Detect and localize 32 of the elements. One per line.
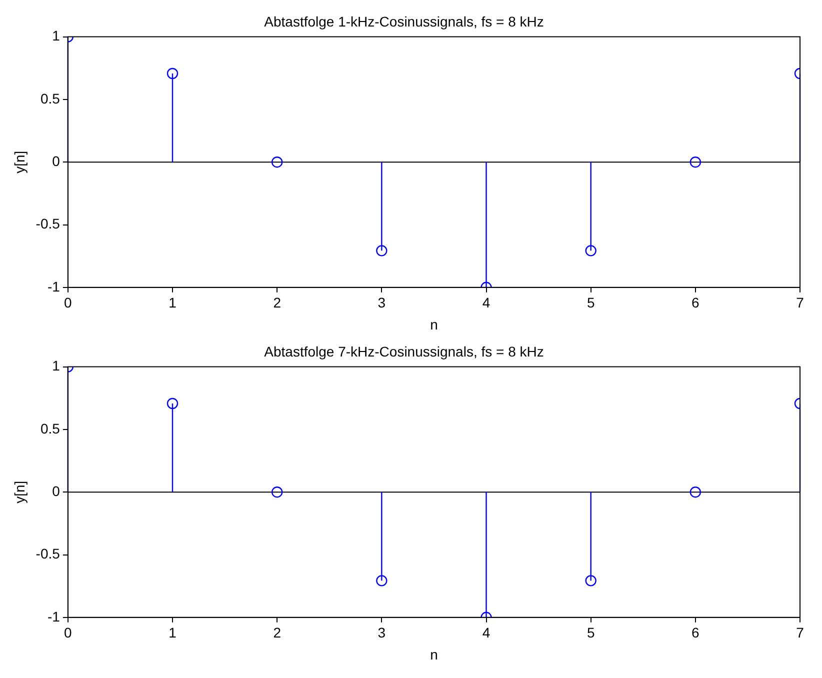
y-tick-label: 0.5 (40, 90, 60, 106)
x-tick-label: 1 (168, 624, 177, 641)
y-tick-label: -0.5 (36, 546, 60, 562)
x-tick-label: 5 (586, 294, 595, 311)
y-tick-label: 1 (52, 28, 60, 44)
x-tick-label: 2 (273, 624, 282, 641)
x-tick-label: 6 (692, 624, 700, 641)
y-tick-label: -1 (47, 278, 60, 294)
y-axis-title: y[n] (11, 150, 28, 174)
y-tick-label: 0 (52, 152, 60, 169)
x-tick-label: 3 (378, 624, 386, 641)
y-axis-title: y[n] (11, 480, 28, 504)
x-tick-label: 4 (482, 294, 490, 311)
x-tick-label: 0 (64, 624, 72, 641)
x-tick-label: 1 (168, 294, 177, 311)
x-tick-label: 5 (586, 624, 595, 641)
chart-title: Abtastfolge 1-kHz-Cosinussignals, fs = 8 kHz (264, 13, 544, 30)
y-tick-label: 0 (52, 482, 60, 499)
x-tick-label: 4 (482, 624, 490, 641)
x-tick-label: 7 (796, 624, 804, 641)
x-tick-label: 2 (273, 294, 282, 311)
y-tick-label: 1 (52, 358, 60, 374)
x-tick-label: 6 (692, 294, 700, 311)
x-tick-label: 7 (796, 294, 804, 311)
y-tick-label: -0.5 (36, 216, 60, 232)
chart-title: Abtastfolge 7-kHz-Cosinussignals, fs = 8 kHz (264, 343, 544, 360)
x-axis-title: n (430, 646, 438, 662)
x-tick-label: 3 (378, 294, 386, 311)
y-tick-label: -1 (47, 608, 60, 624)
y-tick-label: 0.5 (40, 420, 60, 436)
x-tick-label: 0 (64, 294, 72, 311)
x-axis-title: n (430, 316, 438, 332)
